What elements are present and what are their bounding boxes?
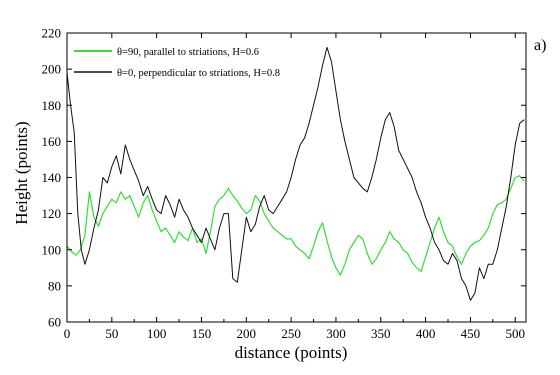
y-tick-label: 120 — [42, 206, 62, 221]
y-tick-label: 200 — [42, 62, 62, 77]
x-tick-label: 0 — [64, 326, 71, 341]
x-axis-title: distance (points) — [235, 343, 348, 362]
series-line-perpendicular — [66, 46, 525, 301]
x-tick-label: 250 — [281, 326, 301, 341]
x-tick-label: 300 — [326, 326, 346, 341]
y-tick-label: 100 — [42, 242, 62, 257]
y-tick-label: 220 — [42, 26, 62, 41]
x-tick-label: 200 — [237, 326, 257, 341]
y-tick-label: 80 — [48, 278, 61, 293]
legend: θ=90, parallel to striations, H=0.6 θ=0,… — [74, 47, 280, 79]
x-tick-label: 150 — [192, 326, 212, 341]
y-axis-title: Height (points) — [12, 121, 31, 224]
x-tick-label: 500 — [505, 326, 525, 341]
legend-label-perpendicular: θ=0, perpendicular to striations, H=0.8 — [117, 68, 280, 79]
x-tick-label: 350 — [371, 326, 391, 341]
series-line-parallel — [66, 175, 525, 276]
y-tick-label: 180 — [42, 98, 62, 113]
y-tick-label: 140 — [42, 170, 62, 185]
series-layer — [66, 46, 525, 301]
y-tick-label: 160 — [42, 134, 62, 149]
tick-layer: 0 50 100 150 200 250 300 350 400 450 500 60 80 100 120… — [42, 26, 526, 341]
x-tick-label: 400 — [416, 326, 436, 341]
x-tick-label: 450 — [461, 326, 481, 341]
x-tick-label: 50 — [105, 326, 118, 341]
x-tick-label: 100 — [147, 326, 167, 341]
panel-label: a) — [534, 37, 546, 54]
y-tick-label: 60 — [48, 315, 61, 330]
legend-label-parallel: θ=90, parallel to striations, H=0.6 — [117, 47, 259, 58]
